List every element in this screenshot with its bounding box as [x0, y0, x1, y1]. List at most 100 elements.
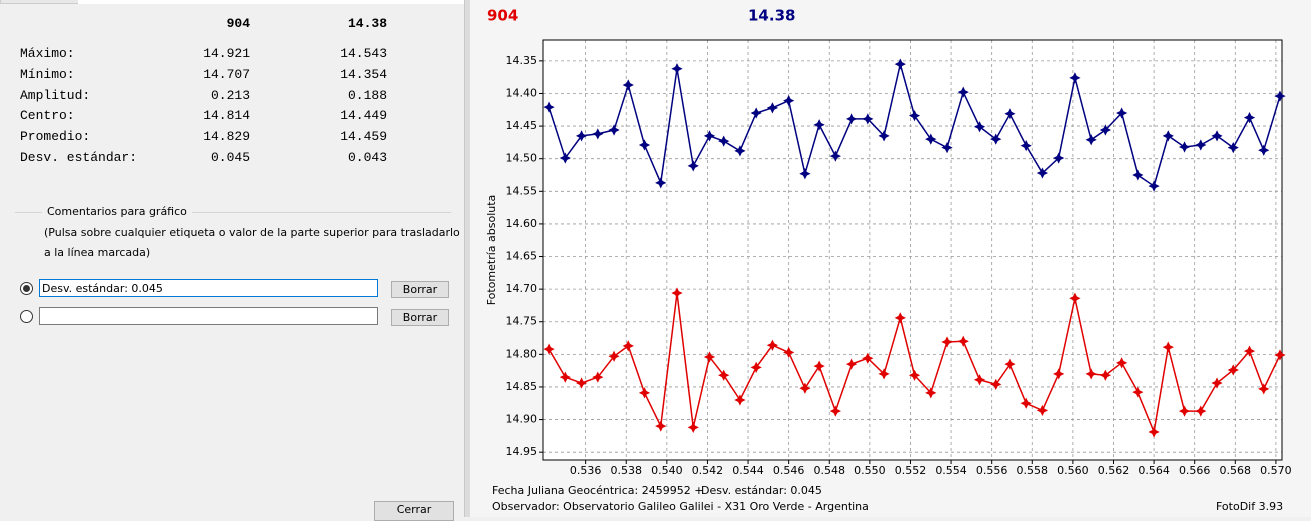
x-tick-label: 0.570	[1260, 464, 1292, 477]
y-tick-label: 14.70	[506, 282, 538, 295]
stat-value: 0.213	[210, 87, 250, 103]
x-tick-label: 0.560	[1057, 464, 1089, 477]
marker	[1211, 130, 1223, 142]
marker	[894, 58, 906, 70]
splitter[interactable]	[464, 0, 470, 517]
marker	[829, 150, 841, 162]
delete-button[interactable]: Borrar	[391, 309, 449, 326]
marker	[990, 378, 1002, 390]
marker	[862, 352, 874, 364]
marker	[1053, 368, 1065, 380]
stat-label: Mínimo:	[20, 66, 75, 82]
marker	[655, 420, 667, 432]
marker	[1162, 341, 1174, 353]
stat-value: 14.921	[203, 46, 250, 61]
marker	[592, 128, 604, 140]
marker	[894, 312, 906, 324]
marker	[1036, 167, 1049, 179]
marker	[687, 160, 699, 172]
marker	[941, 336, 953, 348]
marker	[1274, 349, 1286, 361]
radio-dot	[23, 285, 30, 292]
series-label: 904	[487, 7, 518, 25]
tab[interactable]	[0, 0, 80, 4]
marker	[1020, 140, 1032, 152]
stat-label: Promedio:	[20, 129, 91, 145]
marker	[925, 133, 937, 145]
marker	[813, 360, 825, 372]
y-tick-label: 14.75	[506, 315, 538, 328]
marker	[957, 335, 969, 347]
marker	[1178, 405, 1191, 417]
marker	[1069, 292, 1081, 304]
marker	[1004, 108, 1016, 120]
stat-value: 0.045	[210, 150, 250, 165]
header-value: 14.38	[347, 16, 387, 31]
radio[interactable]	[20, 310, 33, 323]
marker	[1099, 369, 1111, 381]
x-tick-label: 0.536	[570, 464, 602, 477]
plot-frame	[542, 39, 1283, 461]
tab-active[interactable]	[78, 0, 464, 4]
x-tick-label: 0.546	[773, 464, 805, 477]
y-axis-label: Fotometría absoluta	[485, 195, 498, 306]
marker	[1115, 357, 1128, 369]
marker	[1148, 426, 1160, 438]
x-tick-label: 0.548	[814, 464, 846, 477]
marker	[575, 130, 588, 142]
stat-value: 14.449	[340, 108, 387, 124]
marker	[638, 139, 651, 151]
y-tick-label: 14.40	[506, 86, 538, 99]
stat-label: Desv. estándar:	[20, 150, 138, 165]
y-tick-label: 14.90	[506, 413, 538, 426]
y-tick-label: 14.85	[506, 380, 538, 393]
y-tick-label: 14.65	[506, 250, 538, 263]
x-tick-label: 0.538	[610, 464, 642, 477]
marker	[671, 287, 683, 299]
y-tick-label: 14.80	[506, 347, 538, 360]
footer-observer: Observador: Observatorio Galileo Galilei…	[492, 500, 869, 513]
marker	[1085, 368, 1097, 380]
left-panel: 904 14.38 Máximo: 14.921 14.543 Mínimo: 14.707…	[0, 0, 464, 521]
stat-value: 14.459	[340, 129, 387, 145]
marker	[829, 405, 841, 417]
delete-button[interactable]: Borrar	[391, 281, 449, 298]
group-title: Comentarios para gráfico	[42, 205, 192, 218]
marker	[1227, 141, 1239, 154]
marker	[1036, 404, 1049, 417]
radio[interactable]	[20, 282, 33, 295]
marker	[1085, 134, 1097, 146]
marker	[1132, 169, 1144, 181]
footer-stdev: Desv. estándar: 0.045	[701, 484, 822, 497]
x-tick-label: 0.562	[1098, 464, 1130, 477]
comment-input[interactable]: Desv. estándar: 0.045	[39, 279, 378, 297]
marker	[608, 350, 620, 362]
marker	[592, 371, 604, 383]
marker	[845, 358, 858, 370]
stat-value: 14.814	[203, 108, 250, 124]
stat-value: 14.354	[340, 66, 387, 82]
marker	[1227, 364, 1239, 376]
x-tick-label: 0.568	[1220, 464, 1252, 477]
stat-label: Máximo:	[20, 46, 75, 61]
marker	[655, 177, 667, 189]
marker	[1258, 144, 1270, 156]
stat-value: 0.043	[347, 150, 387, 165]
x-tick-label: 0.544	[732, 464, 764, 477]
x-tick-label: 0.554	[935, 464, 967, 477]
close-button[interactable]: Cerrar	[374, 501, 454, 521]
marker	[559, 371, 571, 383]
marker	[1195, 405, 1207, 417]
marker	[1020, 397, 1032, 409]
y-tick-label: 14.35	[506, 54, 538, 67]
marker	[750, 107, 762, 119]
stat-label: Centro:	[20, 108, 75, 124]
marker	[1274, 90, 1286, 102]
marker	[766, 102, 779, 114]
marker	[783, 95, 795, 107]
marker	[750, 361, 762, 374]
comment-input[interactable]	[39, 307, 378, 325]
x-tick-label: 0.566	[1179, 464, 1211, 477]
x-tick-label: 0.542	[692, 464, 724, 477]
footer-software: FotoDif 3.93	[1216, 500, 1283, 513]
